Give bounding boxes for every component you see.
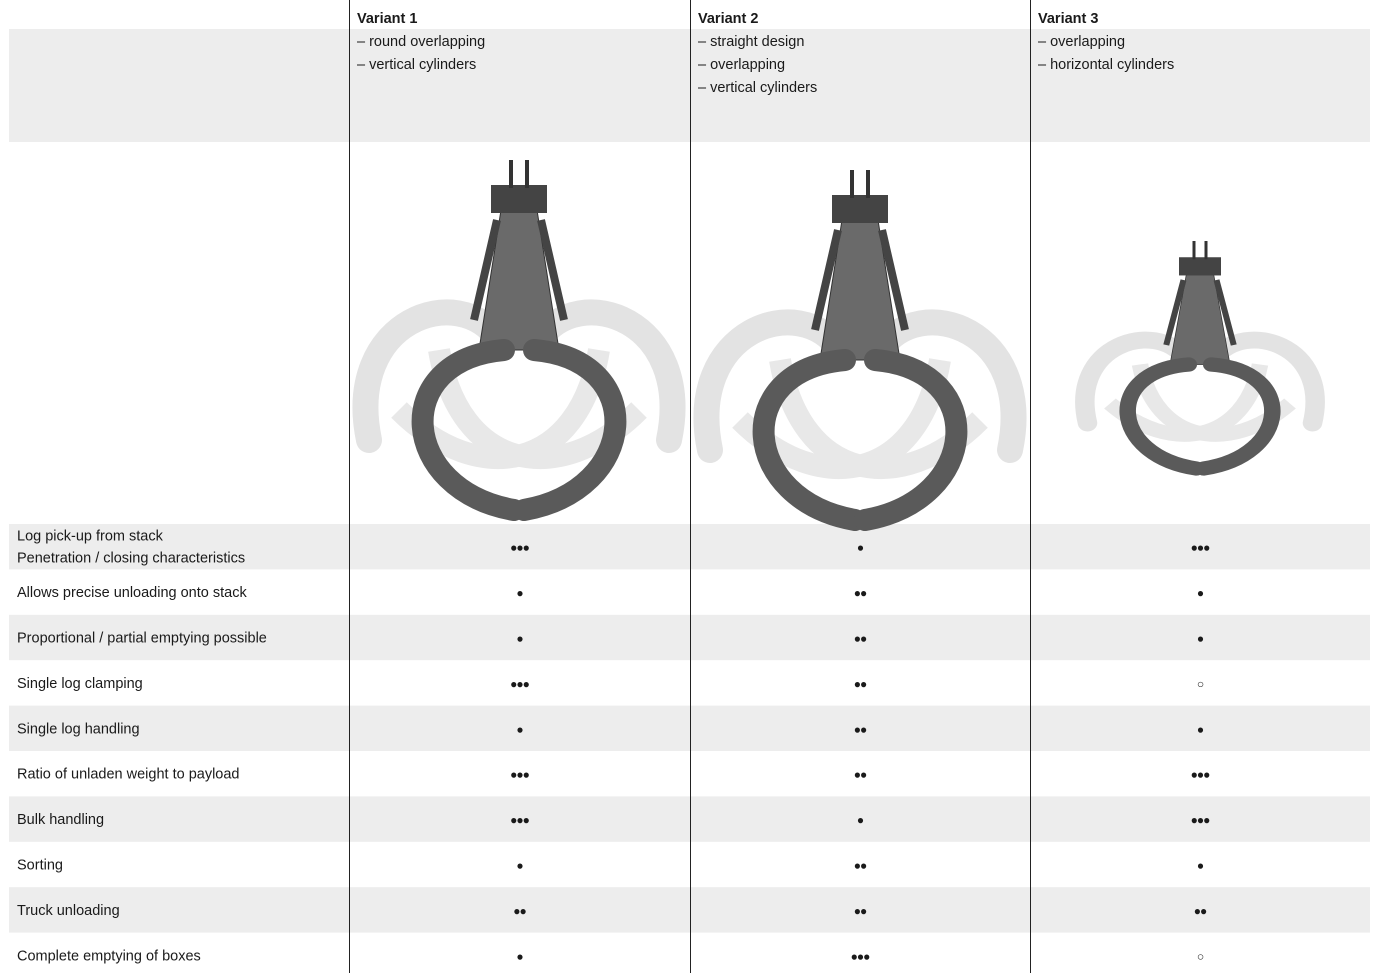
variant-title: Variant 3 bbox=[1038, 11, 1098, 27]
rating: ●● bbox=[513, 904, 526, 918]
rating: ● bbox=[516, 722, 523, 736]
row-label: Single log handling bbox=[17, 721, 140, 737]
rating: ● bbox=[1197, 586, 1204, 600]
rating: ○ bbox=[1197, 949, 1204, 963]
rating: ● bbox=[1197, 722, 1204, 736]
variant-feature: – straight design bbox=[698, 34, 804, 50]
variant-feature: – overlapping bbox=[1038, 34, 1125, 50]
row-background bbox=[9, 524, 1370, 570]
rating: ● bbox=[1197, 632, 1204, 646]
row-label: Penetration / closing characteristics bbox=[17, 551, 245, 567]
rating: ●● bbox=[854, 586, 867, 600]
rating: ● bbox=[857, 813, 864, 827]
row-label: Proportional / partial emptying possible bbox=[17, 631, 267, 647]
header-band bbox=[9, 29, 1370, 142]
grapple-image bbox=[365, 160, 672, 510]
grapple-image bbox=[1085, 241, 1315, 469]
grapple-image bbox=[706, 170, 1013, 520]
variant-feature: – round overlapping bbox=[357, 34, 485, 50]
variant-feature: – horizontal cylinders bbox=[1038, 57, 1174, 73]
rating: ●●● bbox=[1191, 768, 1210, 782]
variant-feature: – overlapping bbox=[698, 57, 785, 73]
rating: ●● bbox=[854, 768, 867, 782]
rating: ●● bbox=[854, 632, 867, 646]
row-background bbox=[9, 796, 1370, 842]
row-label: Truck unloading bbox=[17, 903, 120, 919]
variant-feature: – vertical cylinders bbox=[357, 57, 476, 73]
rating: ●● bbox=[1194, 904, 1207, 918]
rating: ○ bbox=[1197, 677, 1204, 691]
rating: ●●● bbox=[510, 677, 529, 691]
variant-title: Variant 1 bbox=[357, 11, 417, 27]
rating: ● bbox=[857, 541, 864, 555]
rating: ●●● bbox=[1191, 813, 1210, 827]
row-background bbox=[9, 887, 1370, 933]
rating: ●● bbox=[854, 677, 867, 691]
rating: ● bbox=[516, 632, 523, 646]
rating: ●● bbox=[854, 859, 867, 873]
row-label: Ratio of unladen weight to payload bbox=[17, 767, 240, 783]
rating: ● bbox=[516, 859, 523, 873]
rating: ●●● bbox=[851, 949, 870, 963]
row-background bbox=[9, 614, 1370, 661]
rating: ●●● bbox=[510, 813, 529, 827]
variant-title: Variant 2 bbox=[698, 11, 758, 27]
row-label: Allows precise unloading onto stack bbox=[17, 585, 247, 601]
rating: ●● bbox=[854, 904, 867, 918]
rating: ●●● bbox=[510, 541, 529, 555]
rating: ● bbox=[516, 586, 523, 600]
rating: ● bbox=[516, 949, 523, 963]
row-label: Bulk handling bbox=[17, 812, 104, 828]
row-label: Log pick-up from stack bbox=[17, 529, 164, 545]
rating: ●●● bbox=[1191, 541, 1210, 555]
row-label: Sorting bbox=[17, 858, 63, 874]
rating: ●●● bbox=[510, 768, 529, 782]
rating: ● bbox=[1197, 859, 1204, 873]
row-background bbox=[9, 705, 1370, 751]
rating: ●● bbox=[854, 722, 867, 736]
variant-feature: – vertical cylinders bbox=[698, 80, 817, 96]
row-label: Single log clamping bbox=[17, 676, 143, 692]
row-label: Complete emptying of boxes bbox=[17, 948, 201, 964]
